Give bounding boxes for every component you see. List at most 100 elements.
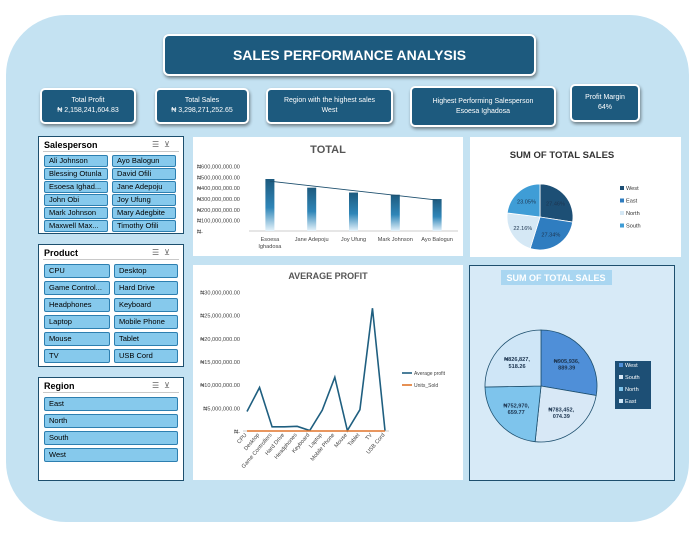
legend-swatch xyxy=(619,375,623,379)
sales-pie-chart-2: SUM OF TOTAL SALES ₦905,936,889.39 ₦783,45… xyxy=(484,270,651,443)
legend-label: Units_Sold xyxy=(414,383,438,389)
kpi-top-region: Region with the highest sales West xyxy=(266,88,393,124)
kpi-profit-margin: Profit Margin 64% xyxy=(570,84,640,122)
legend-swatch xyxy=(619,363,623,367)
slicer-item-blessing-otunla[interactable]: Blessing Otunla xyxy=(44,168,108,180)
legend-label: North xyxy=(626,211,640,217)
data-label: ₦905,936, xyxy=(554,359,580,365)
kpi-label: Total Sales xyxy=(184,97,220,104)
legend-label: East xyxy=(626,199,638,205)
pie-slice xyxy=(484,385,542,443)
slicer-title: Region xyxy=(44,381,75,391)
slicer-item-ali-johnson[interactable]: Ali Johnson xyxy=(44,155,108,167)
legend-swatch xyxy=(620,211,624,215)
kpi-total-sales: Total Sales ₦ 3,298,271,252.65 xyxy=(155,88,249,124)
data-label: 27.34% xyxy=(541,232,560,238)
multi-select-icon[interactable]: ☰ xyxy=(151,140,165,149)
clear-filter-icon[interactable]: ⊻ xyxy=(164,140,175,149)
y-tick-label: ₦300,000,000.00 xyxy=(197,197,240,203)
slicer-item-mouse[interactable]: Mouse xyxy=(44,332,110,346)
slicer-item-cpu[interactable]: CPU xyxy=(44,264,110,278)
region-slicer: Region ☰⊻ East North South West xyxy=(38,377,184,481)
slicer-item-tablet[interactable]: Tablet xyxy=(114,332,178,346)
clear-filter-icon[interactable]: ⊻ xyxy=(164,381,175,390)
y-tick-label: ₦- xyxy=(234,430,240,436)
slicer-item-esoesa-ighadosa[interactable]: Esoesa Ighad... xyxy=(44,181,108,193)
data-label: ₦826,827, xyxy=(504,357,530,363)
y-tick-label: ₦500,000,000.00 xyxy=(197,175,240,181)
pie-slice xyxy=(506,212,541,250)
pie-slice xyxy=(506,183,541,218)
slicer-item-timothy-ofili[interactable]: Timothy Ofili xyxy=(112,220,176,232)
y-tick-label: ₦30,000,000.00 xyxy=(200,291,240,297)
sales-pie-chart: SUM OF TOTAL SALES 27.46% 27.34% 22.16% 23.0… xyxy=(506,150,641,251)
pie-slice xyxy=(534,385,597,443)
legend-swatch xyxy=(619,387,623,391)
slicer-title: Product xyxy=(44,248,79,258)
data-label: 23.05% xyxy=(517,200,536,206)
data-label: ₦783,452, xyxy=(548,407,574,413)
slicer-item-ayo-balogun[interactable]: Ayo Balogun xyxy=(112,155,176,167)
kpi-value: 64% xyxy=(597,104,612,111)
data-label: ₦752,970, xyxy=(503,403,529,409)
chart-title: SUM OF TOTAL SALES xyxy=(506,273,605,283)
data-label: 889.39 xyxy=(558,366,575,372)
multi-select-icon[interactable]: ☰ xyxy=(151,248,165,257)
salesperson-slicer: Salesperson ☰⊻ Ali Johnson Ayo Balogun B… xyxy=(38,136,184,234)
y-tick-label: ₦600,000,000.00 xyxy=(197,165,240,171)
legend-label: Average profit xyxy=(414,371,446,377)
kpi-value: ₦ 3,298,271,252.65 xyxy=(171,107,233,114)
y-tick-label: ₦200,000,000.00 xyxy=(197,208,240,214)
bar xyxy=(390,194,400,231)
slicer-item-north[interactable]: North xyxy=(44,414,178,428)
legend-label: North xyxy=(625,387,639,393)
slicer-item-joy-ufung[interactable]: Joy Ufung xyxy=(112,194,176,206)
slicer-item-mobile-phone[interactable]: Mobile Phone xyxy=(114,315,178,329)
sales-pie-panel-2: SUM OF TOTAL SALES ₦905,936, 889.39 ₦783,45… xyxy=(469,265,675,481)
slicer-item-laptop[interactable]: Laptop xyxy=(44,315,110,329)
clear-filter-icon[interactable]: ⊻ xyxy=(164,248,175,257)
slicer-item-tv[interactable]: TV xyxy=(44,349,110,363)
slicer-item-keyboard[interactable]: Keyboard xyxy=(114,298,178,312)
bar xyxy=(349,192,358,231)
slicer-item-john-obi[interactable]: John Obi xyxy=(44,194,108,206)
slicer-item-usb-cord[interactable]: USB Cord xyxy=(114,349,178,363)
legend-swatch xyxy=(620,223,624,228)
y-tick-label: ₦25,000,000.00 xyxy=(200,314,240,320)
legend-swatch xyxy=(619,399,623,403)
bar xyxy=(432,199,442,231)
kpi-label: Profit Margin xyxy=(585,94,625,101)
slicer-item-desktop[interactable]: Desktop xyxy=(114,264,178,278)
multi-select-icon[interactable]: ☰ xyxy=(151,381,165,390)
slicer-item-jane-adepoju[interactable]: Jane Adepoju xyxy=(112,181,176,193)
total-bar-chart: TOTAL ₦600,000,000.00 ₦500,000,000.00 ₦400,… xyxy=(197,144,458,250)
legend-label: South xyxy=(625,375,640,381)
slicer-item-game-controllers[interactable]: Game Control... xyxy=(44,281,110,295)
x-tick-label: Joy Ufung xyxy=(341,237,366,243)
y-tick-label: ₦100,000,000.00 xyxy=(197,219,240,225)
slicer-item-mark-johnson[interactable]: Mark Johnson xyxy=(44,207,108,219)
slicer-item-east[interactable]: East xyxy=(44,397,178,411)
trendline xyxy=(269,180,438,201)
chart-title: AVERAGE PROFIT xyxy=(288,271,368,281)
data-label: 074.39 xyxy=(553,414,570,420)
x-tick-label: TV xyxy=(365,432,374,442)
slicer-item-mary-adegbite[interactable]: Mary Adegbite xyxy=(112,207,176,219)
slicer-item-maxwell-max[interactable]: Maxwell Max... xyxy=(44,220,108,232)
average-profit-chart: AVERAGE PROFIT ₦30,000,000.00 ₦25,000,000.… xyxy=(200,271,446,470)
slicer-item-david-ofili[interactable]: David Ofili xyxy=(112,168,176,180)
bar xyxy=(307,187,317,231)
slicer-item-hard-drive[interactable]: Hard Drive xyxy=(114,281,178,295)
kpi-label: Total Profit xyxy=(71,97,105,104)
dashboard-title: SALES PERFORMANCE ANALYSIS xyxy=(163,34,536,76)
slicer-item-headphones[interactable]: Headphones xyxy=(44,298,110,312)
slicer-item-west[interactable]: West xyxy=(44,448,178,462)
y-tick-label: ₦10,000,000.00 xyxy=(200,383,240,389)
x-tick-label: Mouse xyxy=(334,432,349,449)
slicer-item-south[interactable]: South xyxy=(44,431,178,445)
title-bar xyxy=(501,270,612,285)
y-tick-label: ₦400,000,000.00 xyxy=(197,186,240,192)
legend-box xyxy=(615,361,651,373)
kpi-value: West xyxy=(321,107,338,114)
legend-box xyxy=(615,373,651,385)
